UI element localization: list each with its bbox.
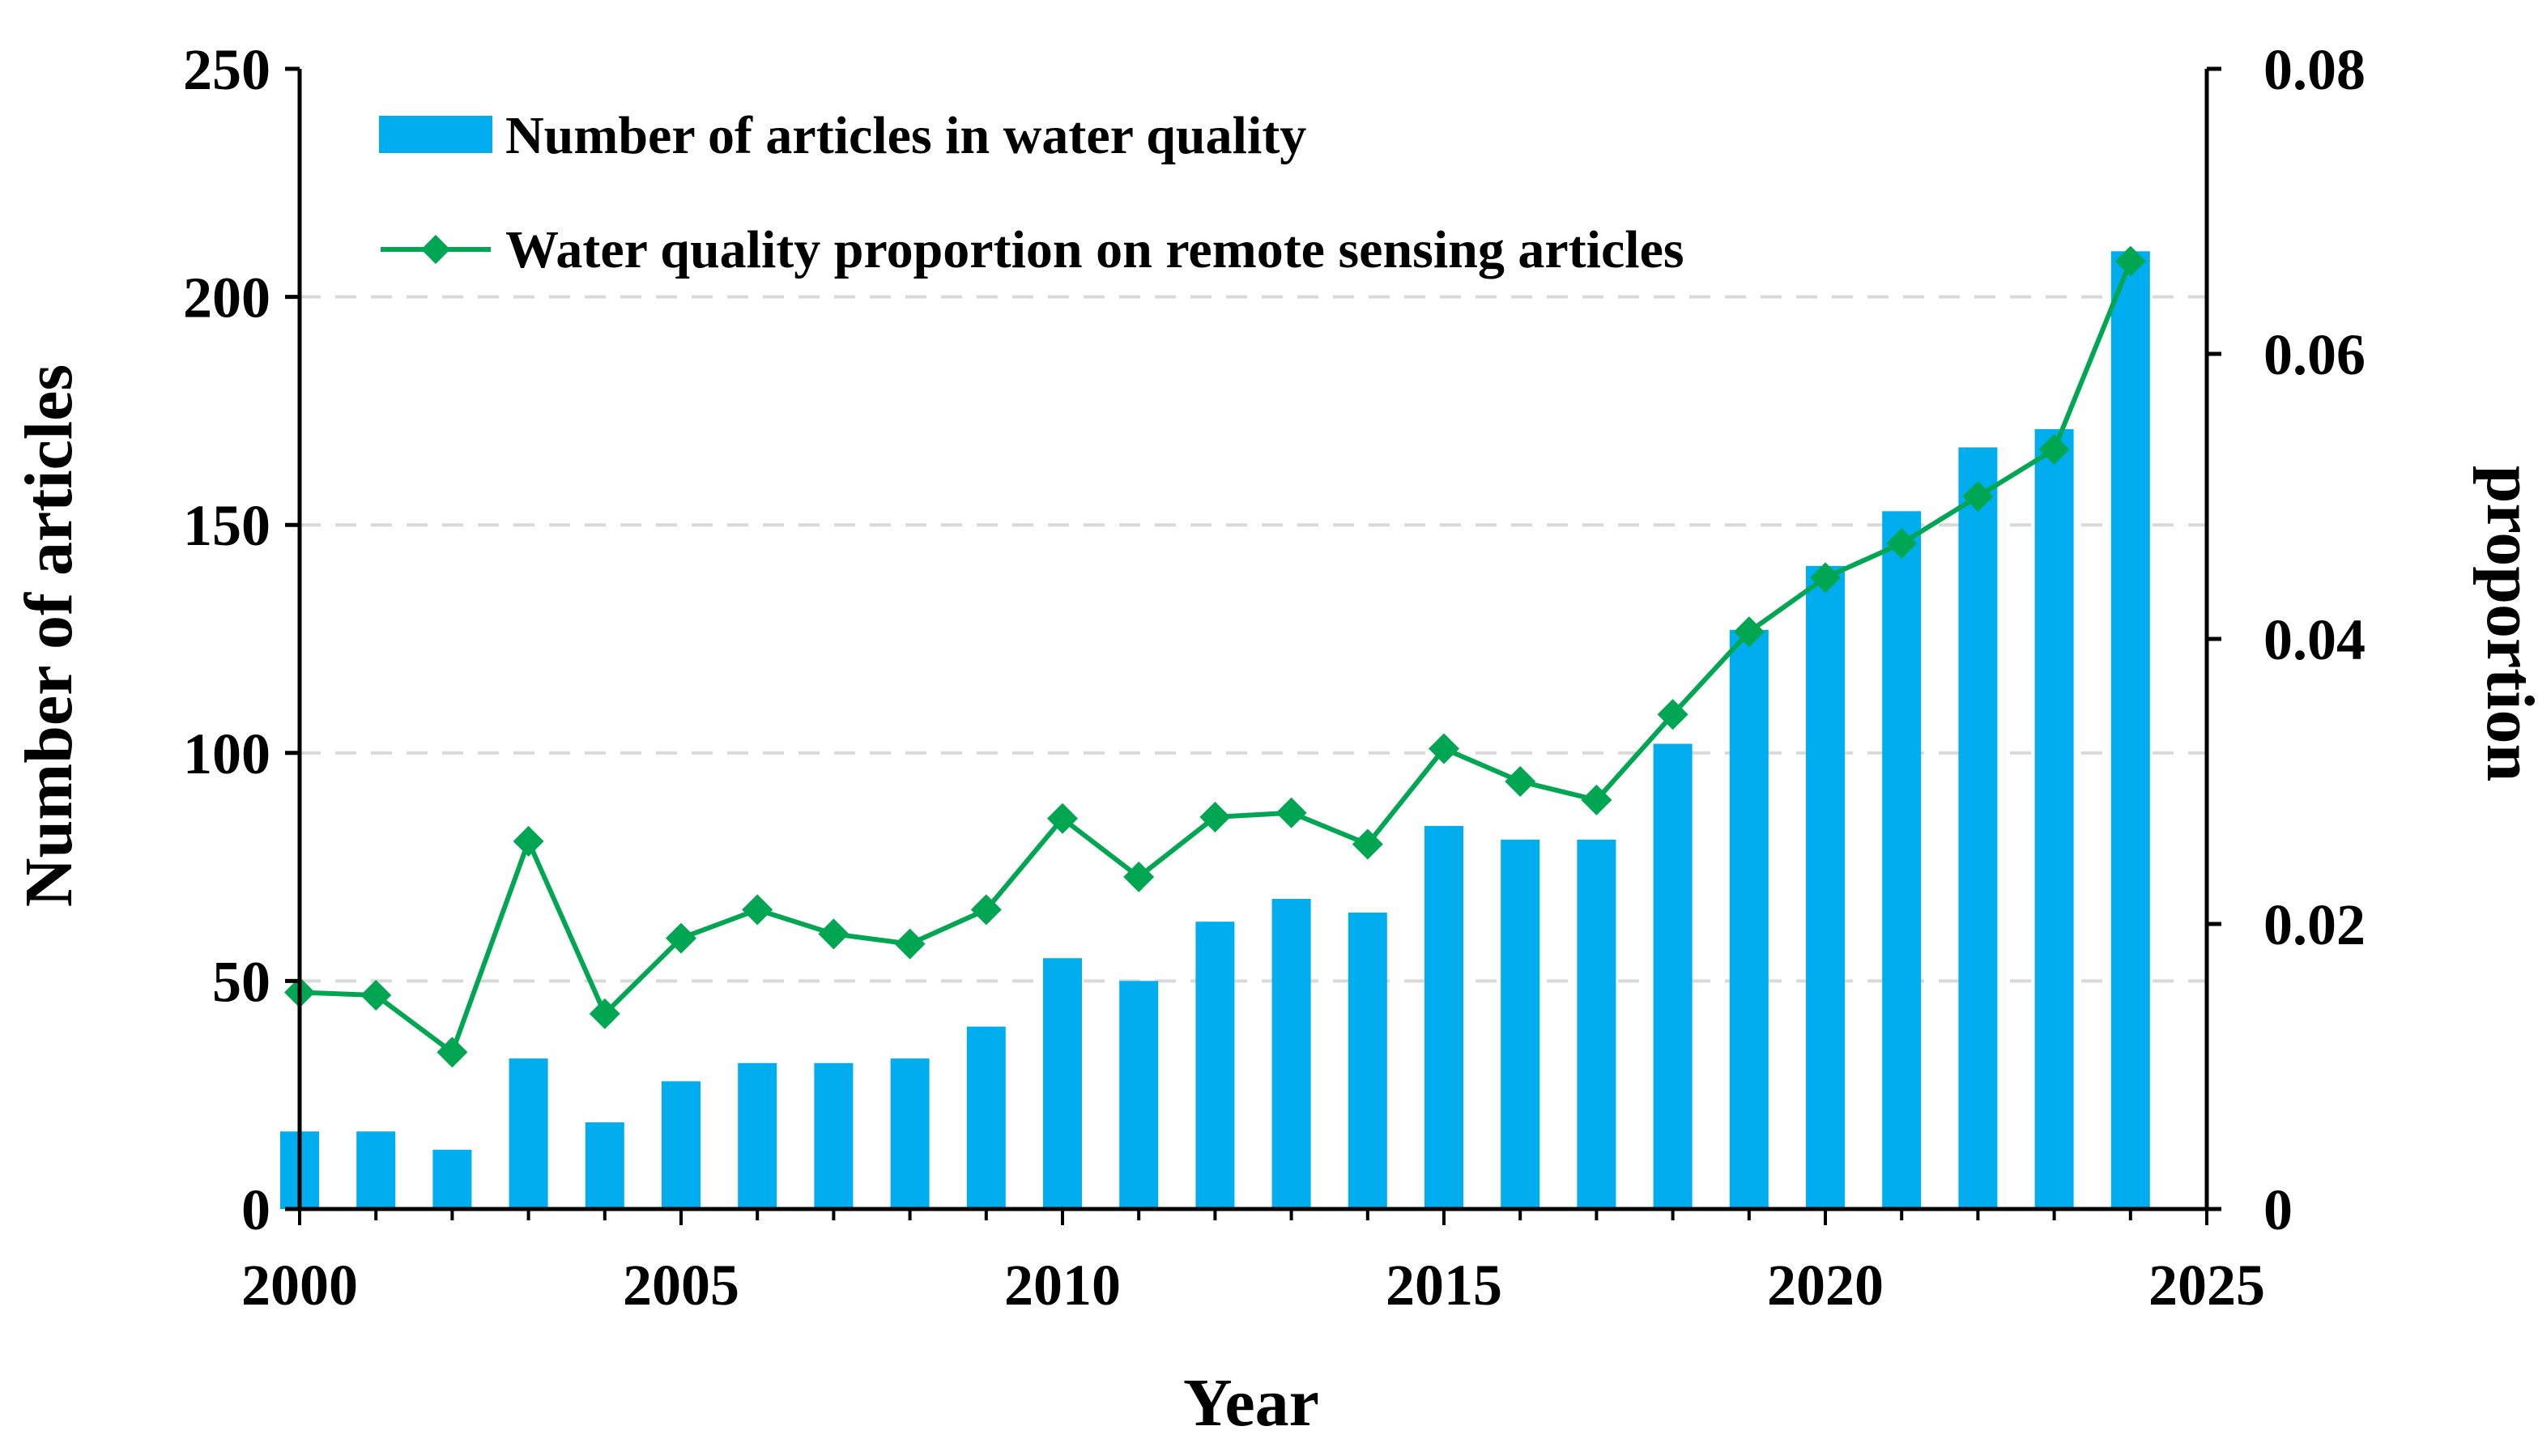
proportion-point-2007: [818, 918, 850, 950]
proportion-point-2018: [1657, 699, 1688, 730]
bar-2008: [890, 1058, 930, 1209]
bar-2011: [1119, 981, 1159, 1209]
y-tick-label: 150: [183, 493, 270, 558]
bar-2005: [662, 1081, 701, 1209]
bar-2023: [2034, 428, 2074, 1209]
bar-2009: [966, 1026, 1006, 1209]
bar-2001: [356, 1131, 396, 1209]
legend-bar-swatch: [379, 116, 492, 153]
proportion-point-2023: [2038, 433, 2070, 465]
x-tick-label: 2025: [2148, 1253, 2265, 1318]
bar-2010: [1043, 958, 1082, 1209]
x-tick-label: 2015: [1386, 1253, 1502, 1318]
bar-2021: [1882, 511, 1922, 1209]
legend-line-marker: [421, 235, 450, 264]
proportion-point-2024: [2114, 245, 2146, 277]
x-tick-label: 2000: [241, 1253, 358, 1318]
y-tick-label: 0: [241, 1177, 270, 1242]
bar-2018: [1653, 743, 1693, 1209]
bar-2024: [2110, 251, 2150, 1209]
bar-2014: [1348, 912, 1387, 1209]
proportion-point-2019: [1733, 616, 1765, 648]
bar-2006: [738, 1062, 777, 1209]
legend: Number of articles in water quality Wate…: [379, 106, 1684, 279]
proportion-point-2014: [1352, 828, 1383, 860]
bar-2016: [1501, 839, 1540, 1209]
bar-series: [280, 251, 2150, 1209]
y2-axis-title: proportion: [2472, 466, 2538, 782]
x-tick-label: 2010: [1004, 1253, 1121, 1318]
y2-tick-label: 0.08: [2263, 37, 2366, 102]
y-tick-label: 250: [183, 37, 270, 102]
proportion-point-2021: [1886, 528, 1918, 560]
y-axis-title: Number of articles: [11, 364, 87, 907]
proportion-point-2022: [1962, 481, 1994, 512]
proportion-point-2012: [1199, 802, 1231, 832]
proportion-point-2005: [666, 922, 696, 954]
proportion-point-2001: [360, 980, 392, 1011]
proportion-point-2004: [589, 998, 620, 1029]
y2-tick-label: 0.04: [2263, 607, 2366, 672]
proportion-point-2009: [970, 894, 1002, 926]
proportion-point-2017: [1581, 784, 1612, 815]
bar-2015: [1424, 825, 1463, 1209]
proportion-point-2015: [1429, 733, 1459, 764]
proportion-point-2002: [436, 1037, 468, 1068]
x-axis-title: Year: [1183, 1365, 1319, 1441]
proportion-point-2006: [742, 894, 773, 926]
proportion-point-2011: [1123, 861, 1155, 892]
y-tick-label: 200: [183, 266, 270, 330]
y2-tick-label: 0.02: [2263, 892, 2366, 957]
legend-line-label: Water quality proportion on remote sensi…: [505, 220, 1684, 279]
y-tick-label: 50: [212, 949, 270, 1014]
bar-2020: [1806, 565, 1845, 1209]
line-series: [284, 245, 2146, 1068]
y2-tick-label: 0: [2263, 1177, 2293, 1242]
y2-tick-label: 0.06: [2263, 322, 2366, 387]
bar-2019: [1729, 629, 1769, 1209]
y-tick-label: 100: [183, 722, 270, 786]
proportion-point-2020: [1810, 562, 1841, 594]
bar-2012: [1195, 922, 1235, 1209]
proportion-point-2003: [513, 825, 544, 857]
proportion-point-2013: [1275, 797, 1307, 828]
bar-2003: [509, 1058, 548, 1209]
proportion-point-2016: [1505, 766, 1536, 797]
legend-bar-label: Number of articles in water quality: [505, 106, 1306, 165]
bar-2007: [814, 1062, 854, 1209]
ticks: 0 50 100 150 200 250 0 0.02 0.04 0.06 0.08 2000 2005…: [183, 37, 2366, 1318]
proportion-point-2008: [894, 928, 926, 960]
proportion-point-2010: [1047, 803, 1078, 834]
bar-2002: [432, 1149, 472, 1209]
x-tick-label: 2005: [623, 1253, 739, 1318]
x-tick-label: 2020: [1767, 1253, 1884, 1318]
bar-2022: [1958, 447, 1998, 1209]
bar-2017: [1577, 839, 1616, 1209]
bar-2004: [585, 1122, 624, 1209]
bar-2013: [1271, 899, 1311, 1209]
